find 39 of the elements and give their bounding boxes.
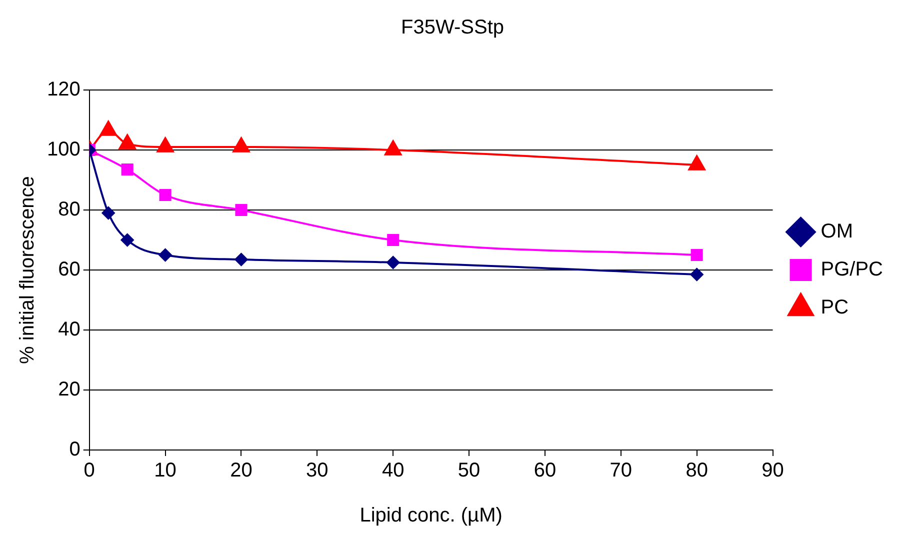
point [234,253,248,266]
point [156,137,174,152]
x-tick-label: 90 [762,460,784,482]
y-tick-label: 60 [58,258,80,281]
x-tick-label: 80 [686,460,708,482]
point [384,140,402,156]
point [159,188,172,202]
point [387,234,400,246]
y-tick-label: 80 [58,198,80,221]
y-tick-label: 20 [58,378,80,401]
y-tick-label: 0 [69,438,80,461]
x-tick-label: 40 [382,460,404,482]
point [100,120,117,136]
legend-label: OM [820,220,853,243]
y-tick-label: 120 [46,78,80,101]
point [690,248,703,262]
x-tick-label: 50 [458,460,480,482]
point [235,204,248,216]
x-tick-label: 20 [230,460,252,482]
legend-label: PG/PC [820,258,884,281]
point [120,234,134,246]
point [386,256,400,269]
point [118,134,136,150]
chart-title: F35W-SStp [401,16,504,39]
point [688,155,706,170]
y-tick-label: 40 [58,318,80,341]
x-tick-label: 60 [534,460,556,482]
x-tick-label: 70 [610,460,632,482]
y-tick-label: 100 [46,138,80,161]
legend-label: PC [820,296,849,319]
point [690,268,704,281]
x-tick-label: 30 [306,460,328,482]
x-axis-title: Lipid conc. (µM) [360,504,502,527]
point [158,248,172,262]
point [232,137,250,152]
x-tick-label: 10 [154,460,176,482]
y-axis-title: % initial fluorescence [16,176,39,364]
point [102,206,115,220]
x-tick-label: 0 [84,460,95,482]
